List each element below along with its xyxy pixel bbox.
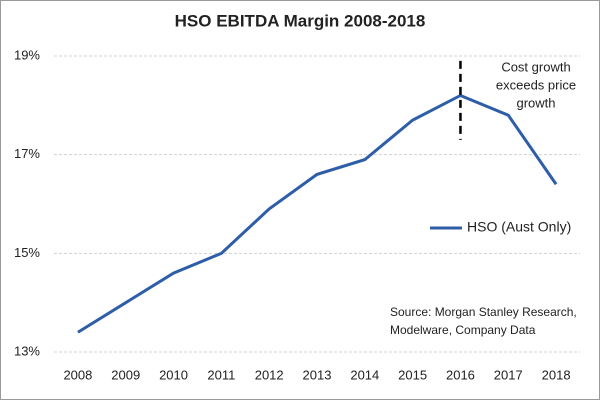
chart-title: HSO EBITDA Margin 2008-2018 [175, 11, 426, 30]
y-tick-label: 13% [14, 343, 40, 358]
x-tick-label: 2012 [255, 367, 284, 382]
x-tick-label: 2011 [207, 367, 235, 382]
legend-label: HSO (Aust Only) [467, 219, 571, 235]
y-tick-label: 17% [14, 146, 40, 161]
y-tick-label: 15% [14, 245, 40, 260]
x-tick-label: 2015 [398, 367, 427, 382]
source-text: Modelware, Company Data [390, 323, 536, 337]
source-text: Source: Morgan Stanley Research, [390, 305, 577, 319]
data-line [77, 93, 558, 334]
x-tick-label: 2009 [111, 367, 140, 382]
x-tick-label: 2013 [303, 367, 332, 382]
x-tick-label: 2014 [350, 367, 379, 382]
annotation-text: exceeds price [496, 77, 576, 92]
annotation-text: Cost growth [501, 59, 570, 74]
x-tick-label: 2008 [63, 367, 92, 382]
x-tick-label: 2010 [159, 367, 188, 382]
x-tick-label: 2018 [542, 367, 571, 382]
y-tick-label: 19% [14, 47, 40, 62]
x-tick-label: 2017 [494, 367, 523, 382]
annotation-text: growth [516, 95, 555, 110]
x-tick-label: 2016 [446, 367, 475, 382]
